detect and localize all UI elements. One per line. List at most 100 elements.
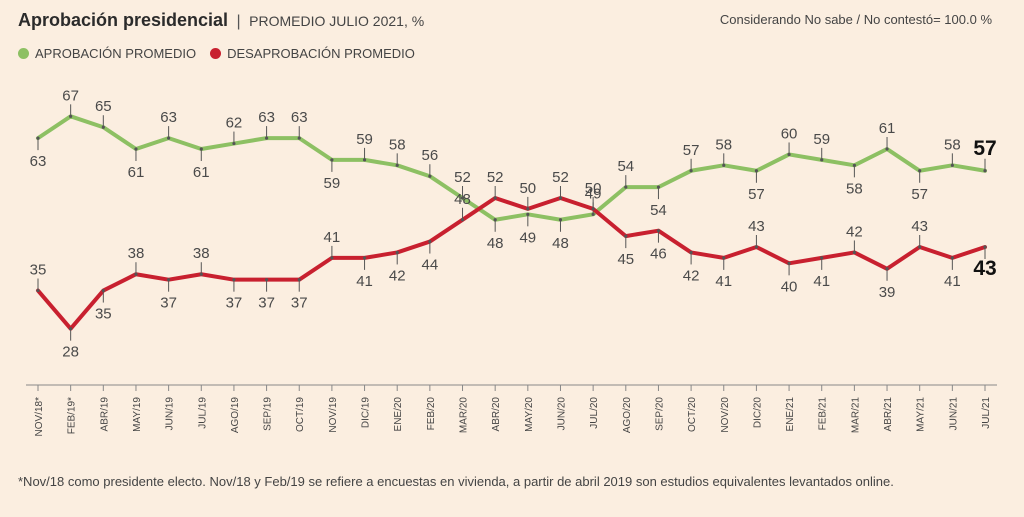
data-marker-disapproval <box>69 327 73 331</box>
data-marker-approval <box>428 174 432 178</box>
data-label-disapproval: 38 <box>193 245 210 262</box>
data-label-disapproval: 44 <box>422 257 439 274</box>
data-marker-disapproval <box>362 256 367 260</box>
data-label-disapproval: 43 <box>748 218 765 235</box>
data-marker-disapproval <box>885 267 889 271</box>
data-marker-disapproval <box>297 278 301 282</box>
data-marker-approval <box>134 147 138 151</box>
data-marker-approval <box>264 136 269 140</box>
data-label-approval: 67 <box>62 87 79 104</box>
data-label-approval: 63 <box>30 153 47 170</box>
data-label-disapproval: 48 <box>454 191 471 208</box>
data-label-disapproval: 41 <box>944 273 961 290</box>
data-marker-approval <box>754 169 759 173</box>
data-label-approval: 56 <box>422 147 439 164</box>
data-label-approval: 59 <box>356 131 373 148</box>
data-label-approval: 61 <box>879 120 896 137</box>
data-marker-approval <box>820 158 824 162</box>
data-marker-disapproval <box>689 250 693 255</box>
x-tick-label: JUN/20 <box>556 397 567 431</box>
legend-label-disapproval: DESAPROBACIÓN PROMEDIO <box>227 45 415 61</box>
data-label-disapproval: 37 <box>160 295 177 312</box>
data-marker-approval <box>656 185 661 189</box>
data-marker-disapproval <box>558 196 563 200</box>
data-label-approval: 48 <box>552 235 569 252</box>
data-marker-disapproval <box>395 250 399 255</box>
data-marker-approval <box>950 163 954 167</box>
data-marker-disapproval <box>983 245 987 249</box>
data-marker-disapproval <box>134 272 138 276</box>
chart-title: Aprobación presidencial <box>18 10 229 30</box>
data-label-approval: 62 <box>226 115 243 132</box>
data-label-approval: 61 <box>128 164 145 181</box>
title-separator: | <box>236 13 241 30</box>
data-label-approval: 48 <box>487 235 504 252</box>
data-marker-disapproval <box>493 196 497 200</box>
data-label-approval: 63 <box>291 109 308 126</box>
data-label-disapproval: 50 <box>519 180 536 197</box>
data-label-disapproval: 28 <box>62 344 79 361</box>
data-label-disapproval: 35 <box>30 262 47 279</box>
data-label-approval: 49 <box>585 185 602 202</box>
data-label-approval: 60 <box>781 125 798 142</box>
series-line-disapproval <box>36 196 987 331</box>
chart-footnote: *Nov/18 como presidente electo. Nov/18 y… <box>18 474 894 489</box>
data-marker-disapproval <box>167 278 171 282</box>
data-marker-approval <box>722 163 726 167</box>
data-label-disapproval: 39 <box>879 284 896 301</box>
data-label-disapproval: 42 <box>389 267 406 284</box>
data-label-disapproval: 43 <box>911 218 928 235</box>
chart-header: Aprobación presidencial | PROMEDIO JULIO… <box>18 10 1008 34</box>
data-marker-disapproval <box>656 229 661 233</box>
data-label-approval: 63 <box>258 109 275 126</box>
x-tick-label: MAR/20 <box>459 397 470 434</box>
data-marker-disapproval <box>852 250 856 255</box>
data-marker-approval <box>885 147 889 151</box>
data-label-approval: 65 <box>95 98 112 115</box>
data-marker-approval <box>787 152 791 157</box>
data-label-disapproval: 43 <box>973 257 996 280</box>
data-marker-approval <box>395 163 399 167</box>
data-marker-disapproval <box>101 288 105 293</box>
legend-swatch-disapproval <box>210 47 222 59</box>
data-marker-disapproval <box>787 261 791 265</box>
data-marker-approval <box>330 158 334 162</box>
x-tick-label: DIC/20 <box>752 397 763 429</box>
x-tick-label: JUL/20 <box>589 397 600 429</box>
data-marker-disapproval <box>950 256 954 260</box>
data-marker-disapproval <box>428 239 432 244</box>
data-label-disapproval: 37 <box>291 295 308 312</box>
x-tick-label: JUN/21 <box>948 397 959 431</box>
data-label-approval: 54 <box>650 202 667 219</box>
data-label-disapproval: 42 <box>846 223 863 240</box>
x-tick-label: JUL/21 <box>981 397 992 429</box>
x-tick-label: ABR/21 <box>883 397 894 432</box>
data-marker-approval <box>852 163 856 167</box>
data-marker-approval <box>69 114 73 118</box>
x-tick-label: NOV/20 <box>720 397 731 433</box>
data-label-approval: 57 <box>911 186 928 203</box>
legend-item-approval: APROBACIÓN PROMEDIO <box>18 46 196 61</box>
data-label-disapproval: 35 <box>95 306 112 323</box>
data-marker-disapproval <box>460 218 465 222</box>
data-label-approval: 58 <box>846 180 863 197</box>
x-tick-label: ENE/21 <box>785 397 796 432</box>
x-tick-label: OCT/19 <box>295 397 306 432</box>
data-marker-approval <box>624 185 628 189</box>
x-tick-label: JUL/19 <box>197 397 208 429</box>
x-tick-label: OCT/20 <box>687 397 698 432</box>
chart-subtitle: PROMEDIO JULIO 2021, % <box>249 13 425 29</box>
data-label-approval: 57 <box>748 186 765 203</box>
data-marker-approval <box>297 136 301 140</box>
data-label-approval: 49 <box>519 229 536 246</box>
data-label-disapproval: 41 <box>356 273 373 290</box>
x-tick-label: MAR/21 <box>850 397 861 434</box>
data-marker-disapproval <box>36 288 40 293</box>
data-label-disapproval: 52 <box>552 169 569 186</box>
data-label-disapproval: 38 <box>128 245 145 262</box>
data-marker-disapproval <box>918 245 922 249</box>
x-tick-label: ABR/20 <box>491 397 502 432</box>
x-tick-label: FEB/21 <box>818 397 829 431</box>
data-marker-disapproval <box>722 256 726 260</box>
data-marker-approval <box>918 169 922 173</box>
